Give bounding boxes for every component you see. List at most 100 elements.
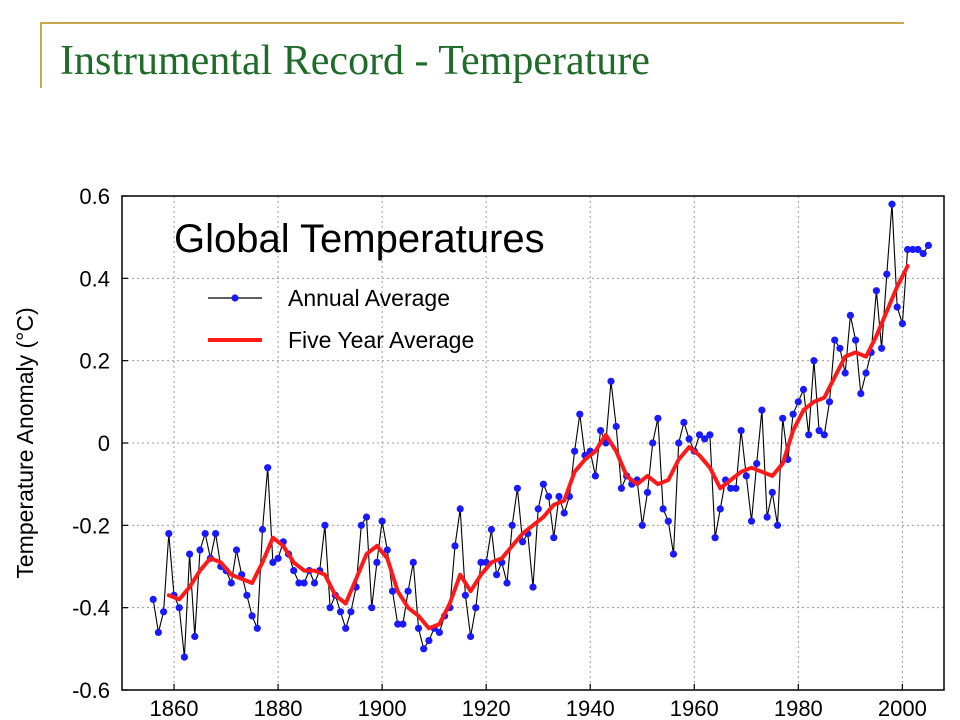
annual-data-point (477, 558, 485, 567)
annual-data-point (675, 439, 683, 447)
annual-data-point (571, 447, 579, 455)
y-tick-label: -0.6 (72, 678, 110, 703)
annual-data-point (799, 385, 808, 394)
annual-data-point (196, 546, 204, 554)
annual-data-point (732, 484, 740, 492)
annual-data-point (149, 595, 157, 604)
annual-data-point (695, 431, 704, 439)
annual-data-point (846, 311, 855, 319)
annual-data-point (508, 521, 516, 529)
annual-data-point (654, 414, 662, 422)
annual-data-point (342, 624, 350, 632)
annual-data-point (763, 513, 771, 521)
annual-data-point (550, 534, 558, 542)
annual-data-point (617, 484, 626, 492)
annual-data-point (576, 410, 584, 418)
annual-data-point (212, 530, 220, 538)
annual-data-point (435, 628, 443, 637)
annual-data-point (685, 435, 693, 443)
annual-data-point (924, 241, 933, 249)
annual-data-point (643, 488, 652, 496)
annual-data-point (711, 534, 719, 542)
annual-data-point (612, 422, 620, 431)
annual-data-point (378, 517, 386, 525)
x-tick-label: 1980 (774, 696, 823, 720)
annual-data-point (373, 558, 381, 567)
y-tick-label: 0.6 (79, 184, 110, 209)
annual-data-point (180, 653, 188, 661)
annual-data-point (904, 245, 912, 254)
annual-data-point (154, 628, 162, 637)
annual-data-point (519, 538, 527, 546)
annual-data-point (310, 579, 319, 587)
annual-data-point (394, 620, 402, 628)
annual-data-point (534, 505, 542, 513)
y-tick-label: 0 (98, 431, 110, 456)
annual-data-point (591, 472, 600, 480)
annual-data-point (362, 513, 371, 521)
five-year-average-line (166, 264, 910, 631)
y-axis: 0.6 0.4 0.2 0 -0.2 -0.4 -0.6 (72, 184, 128, 703)
annual-data-point (742, 472, 750, 480)
x-tick-label: 1940 (566, 696, 615, 720)
annual-data-point (716, 505, 724, 513)
annual-data-point (841, 369, 849, 377)
title-accent-line (40, 22, 904, 24)
annual-data-point (638, 521, 646, 529)
annual-data-point (898, 320, 907, 328)
annual-data-point (493, 571, 501, 579)
annual-data-point (420, 645, 428, 653)
annual-data-point (872, 287, 881, 295)
x-tick-label: 2000 (878, 696, 927, 720)
x-tick-label: 1900 (358, 696, 407, 720)
y-tick-label: 0.2 (79, 349, 110, 374)
annual-data-point (773, 521, 782, 529)
annual-data-point (727, 484, 735, 492)
annual-data-point (388, 587, 397, 595)
annual-data-point (347, 608, 355, 616)
annual-data-point (186, 550, 194, 558)
y-tick-label: -0.2 (72, 513, 110, 538)
annual-data-point (321, 521, 329, 529)
annual-data-point (264, 464, 272, 472)
y-tick-label: 0.4 (79, 266, 110, 291)
annual-data-point (425, 637, 433, 645)
annual-data-point (768, 488, 776, 496)
annual-data-point (258, 525, 267, 534)
annual-data-point (852, 336, 860, 344)
annual-data-point (607, 377, 615, 385)
annual-data-point (805, 431, 813, 439)
annual-data-point (472, 604, 480, 612)
annual-data-point (909, 245, 917, 254)
annual-data-point (175, 604, 183, 612)
annual-data-point (664, 517, 672, 525)
annual-data-point (383, 546, 391, 554)
legend-annual-marker (231, 294, 239, 302)
annual-data-point (451, 542, 459, 550)
annual-data-point (529, 583, 537, 591)
annual-data-point (747, 517, 756, 525)
y-axis-label: Temperature Anomaly (°C) (12, 307, 38, 578)
annual-data-point (253, 624, 261, 632)
legend-five-year-label: Five Year Average (288, 327, 474, 353)
annual-data-point (409, 558, 417, 567)
x-tick-label: 1960 (670, 696, 719, 720)
annual-data-point (555, 492, 563, 501)
annual-data-point (857, 390, 865, 398)
y-tick-label: -0.4 (72, 596, 110, 621)
annual-data-point (779, 414, 787, 422)
annual-data-point (368, 604, 376, 612)
annual-data-point (456, 505, 464, 513)
x-axis: 1860 1880 1900 1920 1940 1960 1980 2000 (150, 684, 927, 720)
annual-data-point (165, 530, 173, 538)
annual-data-point (888, 200, 896, 208)
annual-data-point (825, 398, 834, 406)
annual-data-point (810, 357, 818, 365)
annual-data-point (560, 509, 568, 517)
annual-data-point (758, 406, 766, 414)
annual-data-point (399, 620, 407, 628)
annual-data-point (487, 525, 495, 534)
annual-data-point (669, 550, 678, 558)
annual-average-series (149, 200, 933, 661)
